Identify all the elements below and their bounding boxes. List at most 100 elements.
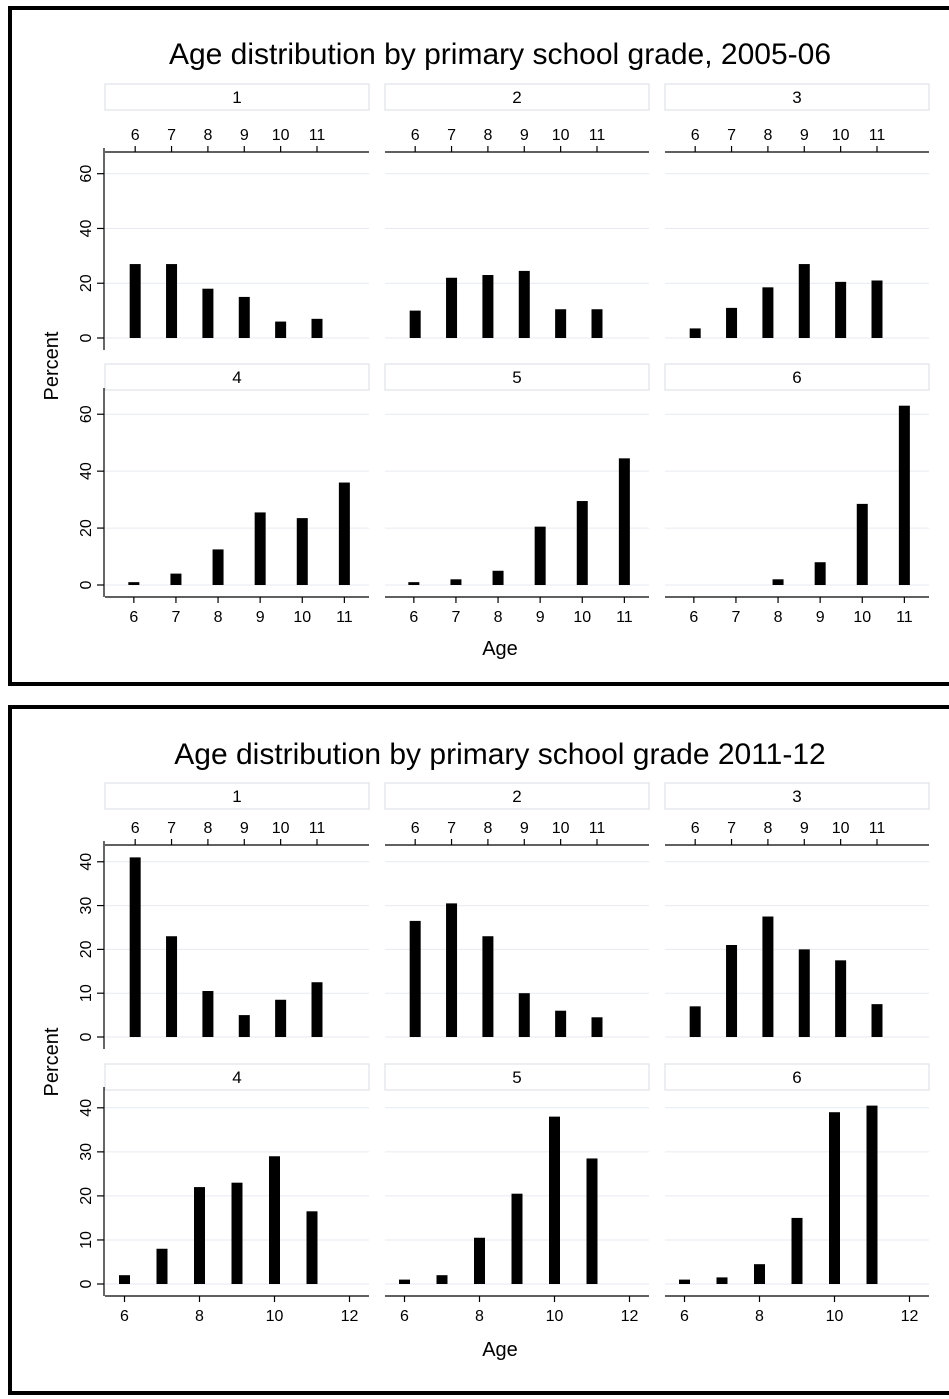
bar-age-6 [689, 328, 701, 338]
bar-age-10 [856, 503, 868, 585]
x-tick-label: 12 [621, 1308, 639, 1325]
x-tick-label: 10 [272, 820, 290, 837]
x-tick-label: 7 [171, 609, 180, 626]
x-tick-label: 8 [763, 820, 772, 837]
panel-header [384, 363, 650, 391]
x-tick-label: 10 [832, 127, 850, 144]
bar-age-7 [170, 573, 182, 585]
x-tick-label: 7 [167, 820, 176, 837]
x-tick-label: 9 [240, 127, 249, 144]
y-tick-label: 0 [78, 333, 95, 342]
panel-3: 3 6 7 8 9 10 11 [664, 83, 930, 339]
y-tick-label: 30 [78, 1143, 95, 1161]
bar-age-8 [482, 275, 494, 338]
bar-age-6 [689, 1006, 701, 1037]
panel-header [384, 83, 650, 111]
bar-age-11 [311, 318, 323, 338]
x-tick-label: 10 [293, 609, 311, 626]
x-tick-label: 6 [400, 1308, 409, 1325]
bar-age-11 [338, 482, 350, 585]
bar-age-10 [296, 518, 308, 585]
y-tick-label: 0 [78, 580, 95, 589]
x-tick-label: 9 [240, 820, 249, 837]
x-tick-label: 8 [195, 1308, 204, 1325]
x-tick-label: 11 [309, 127, 326, 144]
x-tick-label: 6 [409, 609, 418, 626]
bar-age-11 [871, 280, 883, 338]
bar-age-7 [450, 579, 462, 585]
bar-age-11 [311, 982, 323, 1037]
x-tick-label: 6 [691, 127, 700, 144]
x-tick-label: 9 [800, 127, 809, 144]
x-tick-label: 8 [494, 609, 503, 626]
x-tick-label: 8 [483, 820, 492, 837]
panel-header-label: 4 [232, 1068, 241, 1087]
bar-age-8 [202, 991, 214, 1037]
bar-age-8 [202, 288, 214, 338]
y-tick-label: 10 [78, 1231, 95, 1249]
x-tick-label: 11 [336, 609, 353, 626]
bar-age-6 [128, 582, 140, 585]
bar-age-7 [446, 277, 458, 338]
x-tick-label: 9 [800, 820, 809, 837]
panel-header [664, 1063, 930, 1091]
bar-age-10 [275, 999, 287, 1037]
panel-2: 2 6 7 8 9 10 11 [384, 782, 650, 1038]
x-axis-label: Age [482, 638, 518, 660]
chart-title: Age distribution by primary school grade… [169, 38, 831, 71]
bar-age-7 [726, 945, 738, 1037]
bar-age-11 [586, 1158, 598, 1284]
bar-age-9 [534, 526, 546, 585]
y-tick-label: 40 [78, 853, 95, 871]
bar-age-11 [871, 1004, 883, 1037]
bar-age-8 [492, 570, 504, 585]
x-tick-label: 10 [552, 820, 570, 837]
panel-header-label: 1 [232, 88, 241, 107]
x-tick-label: 6 [680, 1308, 689, 1325]
panel-6: 6 6 7 8 9 10 11 [664, 363, 930, 626]
y-tick-label: 0 [78, 1279, 95, 1288]
y-tick-label: 40 [78, 462, 95, 480]
panel-header [664, 83, 930, 111]
x-tick-label: 11 [589, 820, 606, 837]
y-tick-label: 0 [78, 1032, 95, 1041]
bar-age-6 [399, 1279, 410, 1284]
y-tick-label: 30 [78, 897, 95, 915]
bar-age-6 [119, 1275, 130, 1284]
chart-figure-2011-12: Age distribution by primary school grade… [8, 705, 949, 1395]
bar-age-11 [898, 405, 910, 585]
panel-5: 5 6 8 10 12 [384, 1063, 650, 1325]
x-tick-label: 7 [167, 127, 176, 144]
panel-header-label: 3 [792, 88, 801, 107]
bar-age-9 [518, 993, 530, 1037]
x-tick-label: 10 [272, 127, 290, 144]
x-tick-label: 11 [309, 820, 326, 837]
panel-header-label: 4 [232, 368, 241, 387]
y-tick-label: 60 [78, 405, 95, 423]
x-tick-label: 8 [763, 127, 772, 144]
bar-age-10 [269, 1156, 280, 1284]
x-tick-label: 8 [755, 1308, 764, 1325]
x-tick-label: 7 [447, 127, 456, 144]
x-tick-label: 6 [691, 820, 700, 837]
panel-header-label: 1 [232, 787, 241, 806]
bar-age-9 [511, 1193, 523, 1284]
y-tick-label: 60 [78, 165, 95, 183]
bar-age-6 [129, 264, 141, 338]
bar-age-10 [275, 321, 287, 338]
bar-age-7 [446, 903, 458, 1037]
x-axis-label: Age [482, 1339, 518, 1361]
panel-3: 3 6 7 8 9 10 11 [664, 782, 930, 1038]
bar-age-11 [591, 1017, 603, 1037]
x-tick-label: 6 [131, 820, 140, 837]
panel-header [664, 782, 930, 810]
x-tick-label: 10 [546, 1308, 564, 1325]
bar-age-10 [555, 1010, 567, 1037]
panel-header-label: 3 [792, 787, 801, 806]
x-tick-label: 10 [573, 609, 591, 626]
y-tick-label: 40 [78, 219, 95, 237]
x-tick-label: 8 [203, 820, 212, 837]
